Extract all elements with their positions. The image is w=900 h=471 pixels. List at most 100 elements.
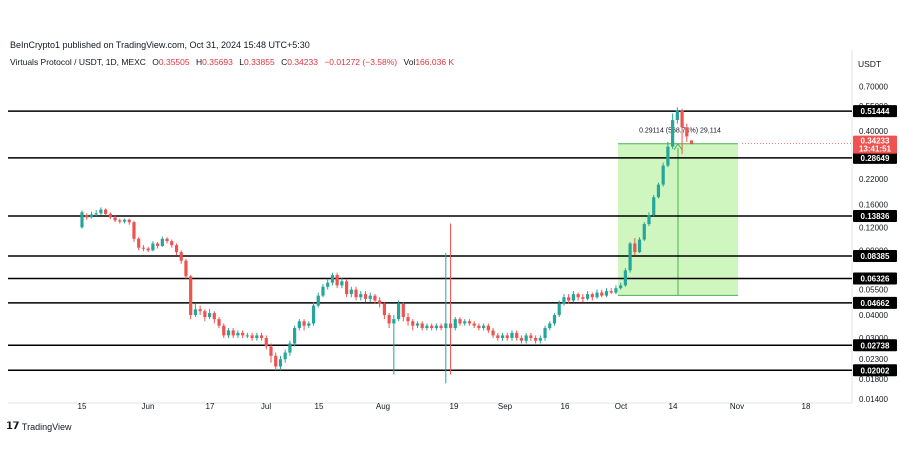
level-tag — [853, 339, 897, 352]
x-tick-label: 16 — [561, 402, 570, 411]
candle-body — [448, 323, 453, 329]
candle-body — [496, 335, 500, 339]
level-tag-label: 0.06326 — [861, 274, 890, 283]
level-tag-label: 0.28649 — [861, 154, 890, 163]
candle-body — [600, 292, 604, 296]
candle-body — [311, 305, 316, 324]
candle-body — [160, 238, 164, 246]
candle-body — [193, 309, 197, 316]
symbol-label[interactable]: Virtuals Protocol / USDT, 1D, MEXC — [10, 57, 146, 67]
candle-body — [637, 239, 642, 253]
candle-body — [170, 241, 174, 246]
candle-body — [231, 330, 235, 336]
candle-body — [548, 323, 552, 329]
footer-brand: TradingView — [21, 421, 72, 432]
x-tick-label: 14 — [669, 402, 678, 411]
x-tick-label: 15 — [78, 402, 87, 411]
candle-body — [151, 243, 155, 251]
candle-body — [226, 330, 231, 336]
candle-body — [297, 321, 301, 329]
candle-body — [647, 215, 651, 225]
candle-body — [89, 214, 94, 218]
y-tick-label: 0.05500 — [859, 286, 888, 295]
candle-body — [406, 317, 410, 322]
level-tag-label: 0.04662 — [861, 299, 890, 308]
candle-body — [538, 338, 542, 341]
candle-body — [411, 321, 415, 326]
candle-body — [590, 294, 594, 298]
currency-label[interactable]: USDT — [858, 59, 882, 69]
candle-body — [345, 281, 349, 295]
candle-body — [623, 270, 627, 286]
candle-body — [349, 289, 353, 295]
candle-body — [453, 319, 457, 329]
y-tick-label: 0.04000 — [859, 311, 888, 320]
candle-body — [467, 321, 472, 324]
candle-body — [269, 346, 273, 356]
candle-body — [392, 319, 396, 324]
tradingview-logo-icon: 𝟭𝟳 — [6, 421, 19, 432]
y-tick-label: 0.01800 — [859, 375, 888, 384]
measurement-arrow-icon — [673, 142, 683, 151]
level-tag — [853, 209, 897, 222]
candle-body — [141, 247, 146, 249]
level-tag-label: 0.08385 — [861, 252, 890, 261]
candle-body — [500, 335, 505, 339]
x-tick-label: Sep — [498, 402, 513, 411]
candle-body — [585, 294, 590, 299]
high-key: H — [196, 57, 203, 67]
candle-body — [236, 332, 240, 336]
candle-body — [661, 165, 665, 185]
candle-body — [316, 295, 320, 306]
candle-body — [434, 325, 438, 329]
candle-body — [184, 260, 188, 277]
change-value: −0.01272 (−3.58%) — [324, 57, 398, 67]
level-tag — [853, 151, 897, 164]
candle-body — [562, 297, 566, 304]
level-tag — [853, 364, 897, 377]
candle-body — [628, 243, 632, 271]
candle-body — [132, 222, 136, 239]
close-value: 0.34233 — [287, 57, 318, 67]
candle-body — [340, 281, 344, 286]
candle-body — [656, 184, 661, 198]
candle-body — [477, 325, 481, 329]
candle-body — [420, 323, 424, 329]
candle-body — [288, 343, 292, 353]
volume-value: 166.036 K — [415, 57, 455, 67]
candle-body — [482, 325, 486, 329]
candle-body — [212, 313, 216, 320]
level-tag-label: 0.02738 — [861, 341, 890, 350]
candle-body — [604, 291, 609, 296]
candle-body — [472, 323, 476, 326]
candle-body — [156, 243, 160, 246]
candle-body — [571, 294, 575, 301]
candle-body — [567, 297, 571, 301]
candle-body — [278, 359, 283, 367]
candle-body — [378, 300, 382, 304]
candle-body — [368, 295, 372, 299]
candle-body — [85, 215, 89, 218]
candle-body — [259, 335, 264, 339]
volume-key: Vol — [403, 57, 416, 67]
candle-body — [382, 303, 386, 316]
open-value: 0.35505 — [158, 57, 190, 67]
candle-body — [245, 335, 249, 337]
candle-body — [94, 213, 98, 215]
candle-body — [373, 295, 377, 301]
candle-body — [396, 303, 401, 320]
x-tick-label: 18 — [802, 402, 811, 411]
candle-body — [113, 217, 117, 221]
candle-body — [241, 332, 245, 336]
measurement-label: 0.29114 (568.74%) 29,114 — [639, 128, 721, 135]
ohlc-legend: Virtuals Protocol / USDT, 1D, MEXC O0.35… — [10, 57, 454, 67]
candle-body — [675, 110, 679, 121]
tradingview-footer[interactable]: 𝟭𝟳 TradingView — [6, 421, 71, 432]
candle-body — [689, 140, 694, 144]
candle-body — [666, 146, 670, 166]
current-price-label: 0.34233 — [861, 137, 890, 146]
candle-body — [321, 286, 325, 296]
candle-body — [439, 325, 443, 329]
candle-body — [255, 335, 259, 339]
